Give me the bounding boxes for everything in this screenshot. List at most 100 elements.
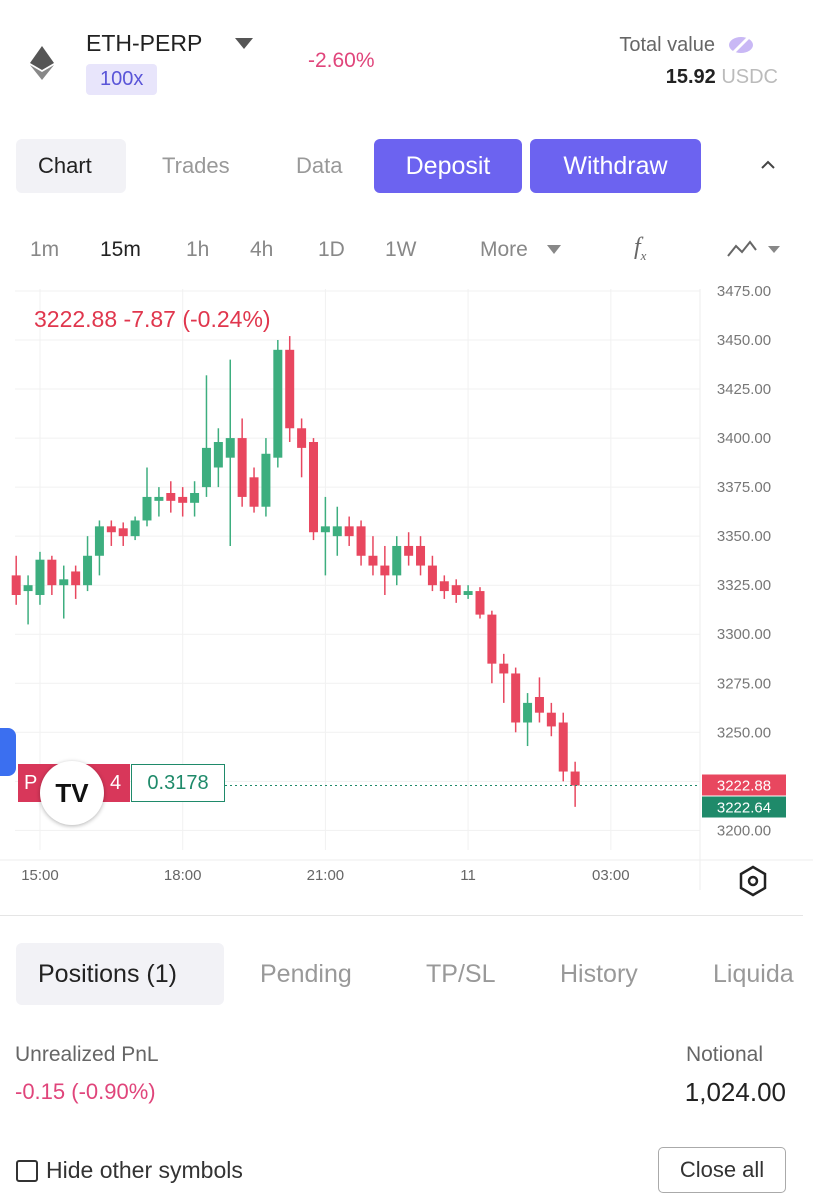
position-price[interactable]: 0.3178 (131, 764, 225, 802)
candle-body (94, 526, 104, 556)
candle-body (273, 349, 283, 458)
interval[interactable]: 1h (186, 238, 210, 261)
candle-body (237, 438, 247, 497)
candle-body (154, 496, 164, 501)
more-icon[interactable] (547, 245, 561, 255)
y-tick-label: 3475.00 (717, 283, 771, 300)
x-tick-label: 21:00 (307, 867, 345, 884)
candle-body (35, 559, 45, 595)
candle-body (130, 520, 140, 537)
candle-body (368, 555, 378, 566)
interval-more[interactable]: More (480, 238, 528, 261)
candle-body (23, 585, 33, 592)
eth-icon (30, 46, 54, 80)
hide-icon[interactable] (728, 33, 754, 57)
candle-body (106, 526, 116, 533)
candle-body (83, 555, 93, 586)
tab-active-bg (16, 943, 224, 1005)
legend-change: -7.87 (124, 306, 183, 332)
dropdown-icon[interactable] (235, 38, 253, 50)
candle-body (404, 545, 414, 556)
leverage-badge[interactable]: 100x (86, 64, 158, 95)
legend-change_pct: (-0.24%) (182, 306, 270, 332)
candle-body (261, 453, 271, 507)
y-tick-label: 3325.00 (717, 577, 771, 594)
candle-body (118, 528, 128, 537)
tab[interactable]: Data (296, 153, 343, 178)
candle-body (511, 673, 521, 723)
divider (0, 915, 803, 916)
interval[interactable]: 15m (100, 238, 141, 261)
y-tick-label: 3450.00 (717, 332, 771, 349)
x-tick-label: 11 (460, 867, 476, 884)
total-value-amount: 15.92 (665, 66, 716, 88)
ohlc-legend: 3222.88 -7.87 (-0.24%) (34, 306, 271, 332)
interval[interactable]: 1m (30, 238, 60, 261)
legend-price: 3222.88 (34, 306, 124, 332)
pnl-value: -0.15 (-0.90%) (15, 1079, 156, 1104)
tab[interactable]: Chart (38, 153, 92, 178)
settings-icon-dot (747, 875, 759, 887)
symbol[interactable]: ETH-PERP (86, 30, 203, 56)
candle-body (249, 477, 259, 507)
candle-body (558, 722, 568, 772)
positions-tab[interactable]: Pending (260, 960, 352, 988)
tradingview-logo[interactable]: TV (40, 761, 104, 825)
candle-body (392, 545, 402, 576)
deposit-button[interactable]: Deposit (374, 139, 522, 193)
candle-body (190, 493, 200, 503)
currency: USDC (721, 66, 778, 88)
indicators-icon[interactable]: fx (634, 234, 647, 263)
chart-type-icon[interactable] (726, 238, 782, 260)
y-tick-label: 3375.00 (717, 479, 771, 496)
y-tick-label: 3400.00 (717, 430, 771, 447)
candle-body (285, 349, 295, 429)
candle-body (142, 496, 152, 521)
interval[interactable]: 1W (385, 238, 417, 261)
total-value-label: Total value (619, 34, 715, 56)
position-side: P (24, 772, 38, 794)
candle-body (523, 702, 533, 723)
notional-label: Notional (685, 1043, 763, 1066)
tab[interactable]: Trades (162, 153, 230, 178)
candle-body (487, 614, 497, 664)
positions-tab[interactable]: Positions (1) (38, 960, 177, 988)
candle-body (225, 438, 235, 458)
price-tag (702, 796, 786, 818)
price-change: -2.60% (308, 49, 375, 72)
hide-label[interactable]: Hide other symbols (46, 1157, 243, 1183)
tab-active-bg (16, 139, 126, 193)
x-tick-label: 03:00 (592, 867, 630, 884)
side-toggle[interactable] (0, 728, 16, 776)
candle-body (308, 442, 318, 533)
candle-body (534, 697, 544, 713)
candle-body (499, 663, 509, 674)
x-tick-label: 15:00 (21, 867, 59, 884)
y-tick-label: 3250.00 (717, 724, 771, 741)
candle-body (11, 575, 21, 595)
x-tick-label: 18:00 (164, 867, 202, 884)
close-all-button[interactable]: Close all (658, 1147, 786, 1193)
checkbox[interactable] (16, 1160, 38, 1182)
candle-body (416, 545, 426, 566)
price-tag-label: 3222.88 (717, 778, 771, 795)
price-tag-label: 3222.64 (717, 800, 771, 817)
candle-body (570, 771, 580, 786)
y-tick-label: 3200.00 (717, 822, 771, 839)
withdraw-button[interactable]: Withdraw (530, 139, 701, 193)
notional-value: 1,024.00 (684, 1077, 786, 1107)
interval[interactable]: 1D (318, 238, 345, 261)
y-tick-label: 3300.00 (717, 626, 771, 643)
positions-tab[interactable]: History (560, 960, 638, 988)
candle-body (59, 579, 69, 586)
positions-tab[interactable]: Liquida (713, 960, 794, 988)
positions-tab[interactable]: TP/SL (426, 960, 496, 988)
y-tick-label: 3350.00 (717, 528, 771, 545)
candle-body (546, 712, 556, 727)
collapse-icon[interactable] (760, 160, 776, 170)
settings-icon (739, 865, 767, 897)
position-qty: 4 (110, 772, 122, 794)
y-tick-label: 3275.00 (717, 675, 771, 692)
interval[interactable]: 4h (250, 238, 274, 261)
